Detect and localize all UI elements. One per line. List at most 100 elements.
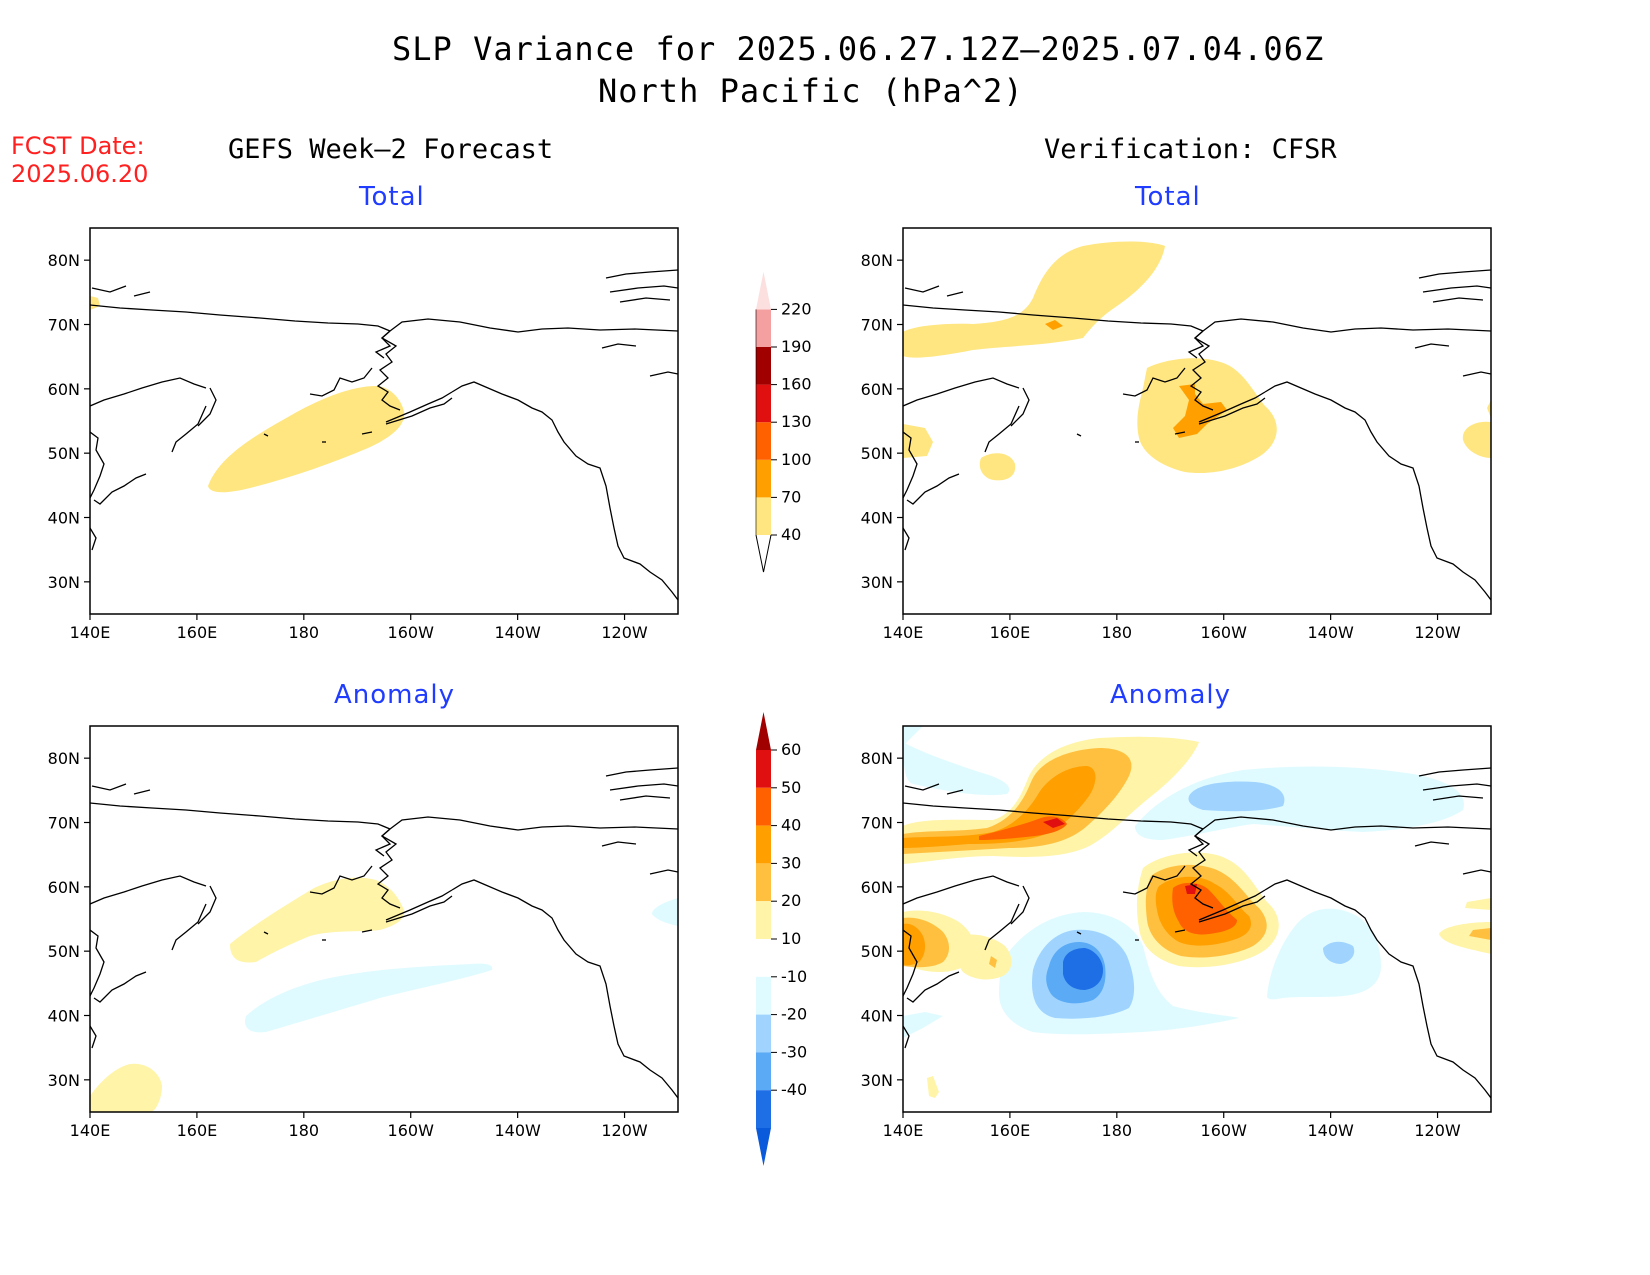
shaded-contour-gefs-anomaly-2 (90, 1063, 162, 1112)
lat-label-40N: 40N (861, 509, 893, 528)
lat-label-60N: 60N (861, 380, 893, 399)
colorbar-total-label-220: 220 (781, 299, 812, 318)
shaded-contour-cfsr-total-0 (903, 241, 1165, 358)
lon-label-140E: 140E (883, 1121, 924, 1140)
panel-subtitle-gefs-total: Total (359, 182, 425, 212)
colorbar-anomaly-swatch-5 (756, 901, 771, 939)
lon-label-160W: 160W (388, 623, 435, 642)
lon-label-120W: 120W (1414, 1121, 1461, 1140)
colorbar-anomaly-label-40: 40 (781, 816, 801, 835)
map-panel-cfsr-total: 80N 70N 60N 50N 40N 30N 140E 160E 180 160W 140W 120… (861, 227, 1492, 642)
shaded-contour-gefs-anomaly-1 (244, 963, 493, 1033)
colorbar-total-label-40: 40 (781, 525, 801, 544)
lat-label-40N: 40N (48, 1007, 80, 1026)
lat-label-30N: 30N (48, 1071, 80, 1090)
lon-label-140W: 140W (494, 623, 541, 642)
column-heading-verification: Verification: CFSR (1044, 134, 1337, 165)
shaded-contour-cfsr-anomaly-11 (1172, 882, 1237, 935)
shaded-contour-cfsr-anomaly-18 (1323, 941, 1355, 964)
colorbar-total-swatch-5 (756, 309, 771, 347)
colorbar-anomaly-swatch-6 (756, 939, 771, 977)
lat-label-60N: 60N (48, 878, 80, 897)
colorbar-anomaly-low-triangle (756, 1128, 771, 1166)
colorbar-total-label-70: 70 (781, 487, 801, 506)
colorbar-anomaly-swatch-7 (756, 976, 771, 1015)
panel-frame-cfsr-total (902, 227, 1492, 615)
lon-label-180: 180 (289, 1121, 320, 1140)
lat-label-30N: 30N (861, 573, 893, 592)
colorbar-total-swatch-6 (756, 271, 771, 310)
lon-label-160W: 160W (1201, 1121, 1248, 1140)
lon-label-180: 180 (1102, 623, 1133, 642)
lon-label-120W: 120W (601, 1121, 648, 1140)
shaded-contour-cfsr-anomaly-28 (927, 1076, 939, 1098)
lat-label-50N: 50N (48, 942, 80, 961)
colorbar-anomaly-swatch-10 (756, 1090, 771, 1128)
lon-label-120W: 120W (1414, 623, 1461, 642)
lon-label-180: 180 (289, 623, 320, 642)
shaded-contour-cfsr-total-7 (1462, 421, 1491, 458)
colorbar-anomaly-swatch-2 (756, 787, 771, 826)
colorbar-anomaly-label-10: 10 (781, 929, 801, 948)
colorbar-anomaly-swatch-1 (756, 750, 771, 788)
shaded-contour-cfsr-anomaly-24 (1465, 898, 1491, 910)
shaded-contour-cfsr-anomaly-29 (903, 726, 923, 746)
fcst-date-label: FCST Date: (11, 132, 145, 160)
lon-label-140W: 140W (1307, 1121, 1354, 1140)
shaded-contour-cfsr-total-2 (1173, 384, 1227, 438)
lon-label-160W: 160W (388, 1121, 435, 1140)
colorbar-total-swatch-4 (756, 347, 771, 385)
lon-label-140E: 140E (70, 623, 111, 642)
panel-subtitle-cfsr-total: Total (1135, 182, 1201, 212)
colorbar-total-low-triangle (755, 534, 772, 573)
panel-frame-gefs-total (89, 227, 679, 615)
lat-label-80N: 80N (861, 749, 893, 768)
shaded-contour-cfsr-anomaly-17 (1267, 908, 1381, 1000)
shaded-contour-cfsr-anomaly-0 (903, 742, 1010, 796)
colorbar-total-label-130: 130 (781, 412, 812, 431)
colorbar-total-swatch-2 (756, 422, 771, 460)
lat-label-30N: 30N (48, 573, 80, 592)
colorbar-total-swatch-1 (756, 459, 771, 498)
lat-label-70N: 70N (48, 316, 80, 335)
colorbar-total: 40 70 100 130 160 190 220 (755, 271, 812, 573)
colorbar-total-swatch-3 (756, 384, 771, 423)
lat-label-60N: 60N (861, 878, 893, 897)
lat-label-80N: 80N (861, 251, 893, 270)
shaded-contour-gefs-total-1 (90, 296, 100, 310)
shaded-contour-cfsr-total-6 (1487, 400, 1491, 418)
colorbar-anomaly-label-30: 30 (781, 853, 801, 872)
shaded-contour-cfsr-anomaly-27 (903, 1012, 943, 1038)
shaded-contour-cfsr-anomaly-23 (989, 956, 997, 968)
lon-label-140E: 140E (70, 1121, 111, 1140)
lat-label-50N: 50N (48, 444, 80, 463)
shaded-contour-cfsr-anomaly-26 (1469, 928, 1491, 940)
shaded-contour-gefs-anomaly-0 (230, 877, 405, 963)
shaded-contour-cfsr-anomaly-16 (1063, 948, 1103, 990)
shaded-contour-gefs-anomaly-3 (652, 898, 678, 926)
colorbar-anomaly-label-50: 50 (781, 778, 801, 797)
colorbar-anomaly-label--10: -10 (781, 967, 807, 986)
figure-title-line1: SLP Variance for 2025.06.27.12Z–2025.07.… (392, 30, 1325, 68)
colorbar-anomaly-label-20: 20 (781, 891, 801, 910)
shaded-contour-gefs-total-0 (208, 386, 405, 493)
colorbar-total-label-160: 160 (781, 375, 812, 394)
lat-label-50N: 50N (861, 942, 893, 961)
lat-label-60N: 60N (48, 380, 80, 399)
lat-label-40N: 40N (861, 1007, 893, 1026)
colorbar-anomaly-label--20: -20 (781, 1005, 807, 1024)
lat-label-70N: 70N (48, 814, 80, 833)
colorbar-anomaly-swatch-8 (756, 1014, 771, 1053)
lon-label-140W: 140W (1307, 623, 1354, 642)
colorbar-anomaly-high-triangle (756, 712, 771, 750)
colorbar-anomaly-label-60: 60 (781, 740, 801, 759)
colorbar-anomaly-swatch-3 (756, 825, 771, 864)
panel-subtitle-gefs-anomaly: Anomaly (334, 680, 456, 710)
lat-label-50N: 50N (861, 444, 893, 463)
colorbar-total-label-100: 100 (781, 450, 812, 469)
colorbar-anomaly: 60 50 40 30 20 10 -10 -20 -30 -40 (756, 712, 807, 1166)
colorbar-total-label-190: 190 (781, 337, 812, 356)
lon-label-160E: 160E (177, 1121, 218, 1140)
lat-label-70N: 70N (861, 316, 893, 335)
